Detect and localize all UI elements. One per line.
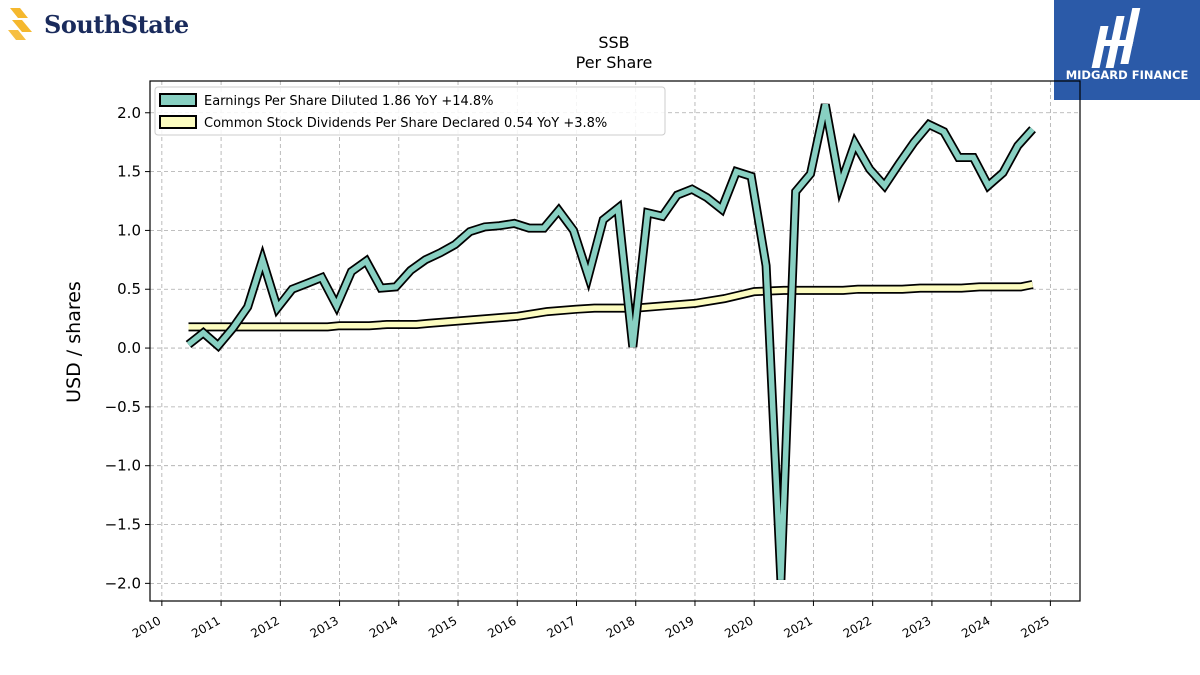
x-tick-label: 2022 [841, 613, 874, 640]
x-tick-label: 2021 [781, 613, 814, 640]
midgard-mark-icon [1091, 8, 1141, 68]
x-tick-label: 2014 [367, 613, 400, 640]
y-tick-label: −0.5 [105, 398, 141, 416]
midgard-finance-logo: MIDGARD FINANCE [1054, 0, 1200, 100]
chart-subtitle: Per Share [576, 53, 653, 72]
series-line [186, 103, 1035, 580]
x-tick-label: 2015 [426, 613, 459, 640]
y-tick-label: 0.5 [117, 280, 141, 298]
series-line-outline [185, 103, 1036, 581]
brand-name: SouthState [44, 10, 189, 39]
x-tick-label: 2019 [663, 613, 696, 640]
southstate-logo: SouthState [6, 4, 189, 44]
series-dividends-declared [188, 280, 1034, 332]
legend: Earnings Per Share Diluted 1.86 YoY +14.… [154, 86, 666, 136]
series-layer [185, 103, 1036, 581]
y-tick-label: −1.5 [105, 516, 141, 534]
y-tick-label: −2.0 [105, 574, 141, 592]
x-tick-label: 2020 [722, 613, 755, 640]
y-tick-label: −1.0 [105, 457, 141, 475]
legend-swatch [159, 115, 197, 129]
grid [150, 81, 1080, 601]
y-tick-label: 1.0 [117, 221, 141, 239]
legend-swatch [159, 93, 197, 107]
plot-frame [149, 80, 1081, 602]
x-axis-ticks: 2010 2011 2012 2013 2014 2015 2016 2017 2018 2019… [130, 601, 1052, 641]
x-tick-label: 2011 [189, 613, 222, 640]
x-tick-label: 2018 [604, 613, 637, 640]
series-eps-diluted [185, 103, 1036, 581]
x-tick-label: 2025 [1018, 613, 1051, 640]
x-tick-label: 2013 [308, 613, 341, 640]
x-tick-label: 2023 [900, 613, 933, 640]
y-axis-label: USD / shares [63, 281, 85, 403]
x-tick-label: 2024 [959, 613, 992, 640]
y-tick-label: 0.0 [117, 339, 141, 357]
x-tick-label: 2012 [248, 613, 281, 640]
y-tick-label: 2.0 [117, 104, 141, 122]
chart-title: SSB [598, 33, 629, 52]
legend-box [154, 86, 666, 136]
y-tick-label: 1.5 [117, 163, 141, 181]
y-axis-ticks: 2.0 1.5 1.0 0.5 0.0 −0.5 −1.0 −1.5 −2.0 [105, 104, 150, 592]
partner-name: MIDGARD FINANCE [1065, 68, 1189, 82]
x-tick-label: 2017 [545, 613, 578, 640]
x-tick-label: 2010 [130, 613, 163, 640]
legend-entry: Common Stock Dividends Per Share Declare… [204, 116, 607, 131]
southstate-mark-icon [8, 8, 32, 40]
x-tick-label: 2016 [485, 613, 518, 640]
legend-entry: Earnings Per Share Diluted 1.86 YoY +14.… [204, 94, 494, 109]
series-line [188, 281, 1034, 330]
